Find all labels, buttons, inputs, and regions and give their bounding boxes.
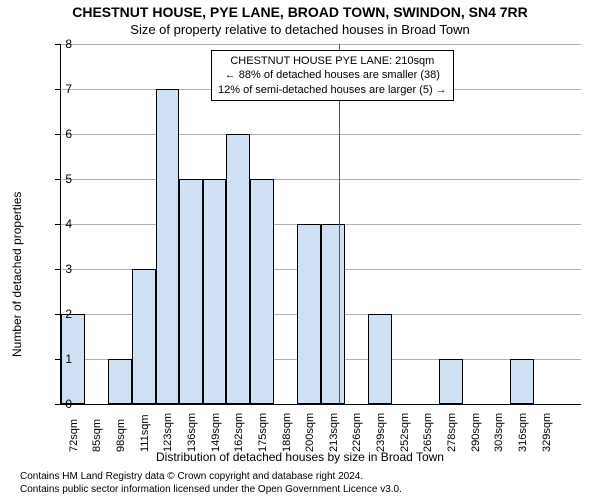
histogram-bar [203, 179, 227, 404]
annotation-line-3: 12% of semi-detached houses are larger (… [218, 83, 447, 97]
gridline [61, 44, 581, 45]
y-tick-label: 8 [65, 37, 72, 51]
chart-subtitle: Size of property relative to detached ho… [0, 22, 600, 37]
histogram-bar [321, 224, 345, 404]
x-tick-label: 200sqm [304, 413, 316, 452]
chart-footer: Contains HM Land Registry data © Crown c… [20, 471, 402, 496]
y-tick-label: 2 [65, 307, 72, 321]
y-tick [55, 224, 61, 225]
footer-line-1: Contains HM Land Registry data © Crown c… [20, 471, 402, 484]
y-tick [55, 134, 61, 135]
y-tick-label: 5 [65, 172, 72, 186]
y-tick [55, 89, 61, 90]
histogram-bar [179, 179, 203, 404]
y-tick-label: 4 [65, 217, 72, 231]
x-tick-label: 111sqm [139, 414, 151, 452]
histogram-bar [510, 359, 534, 404]
x-tick-label: 72sqm [68, 419, 80, 452]
y-tick-label: 6 [65, 127, 72, 141]
x-tick-label: 303sqm [493, 413, 505, 452]
y-tick-label: 1 [65, 352, 72, 366]
x-tick-label: 316sqm [517, 413, 529, 452]
histogram-bar [108, 359, 132, 404]
x-tick-label: 252sqm [399, 413, 411, 452]
annotation-line-1: CHESTNUT HOUSE PYE LANE: 210sqm [218, 54, 447, 68]
y-tick-label: 3 [65, 262, 72, 276]
x-axis-label: Distribution of detached houses by size … [0, 450, 600, 464]
x-tick-label: 149sqm [210, 413, 222, 452]
x-tick-label: 329sqm [541, 413, 553, 452]
x-tick-label: 213sqm [328, 413, 340, 452]
histogram-bar [132, 269, 156, 404]
x-tick-label: 85sqm [91, 419, 103, 452]
y-tick [55, 269, 61, 270]
x-tick-label: 290sqm [470, 413, 482, 452]
histogram-bar [156, 89, 180, 404]
plot-area: CHESTNUT HOUSE PYE LANE: 210sqm ← 88% of… [60, 44, 581, 405]
x-tick-label: 265sqm [422, 413, 434, 452]
x-tick-label: 188sqm [281, 413, 293, 452]
footer-line-2: Contains public sector information licen… [20, 484, 402, 497]
histogram-bar [439, 359, 463, 404]
annotation-box: CHESTNUT HOUSE PYE LANE: 210sqm ← 88% of… [211, 50, 454, 101]
y-tick-label: 7 [65, 82, 72, 96]
y-tick-label: 0 [65, 397, 72, 411]
gridline [61, 179, 581, 180]
x-tick-label: 239sqm [375, 413, 387, 452]
x-tick-label: 136sqm [186, 413, 198, 452]
y-axis-label: Number of detached properties [10, 191, 24, 356]
x-tick-label: 123sqm [162, 413, 174, 452]
histogram-bar [226, 134, 250, 404]
x-tick-label: 98sqm [115, 419, 127, 452]
x-tick-label: 226sqm [351, 413, 363, 452]
annotation-line-2: ← 88% of detached houses are smaller (38… [218, 68, 447, 82]
x-tick-label: 278sqm [446, 413, 458, 452]
x-tick-label: 175sqm [257, 413, 269, 452]
histogram-bar [368, 314, 392, 404]
x-tick-label: 162sqm [233, 413, 245, 452]
gridline [61, 134, 581, 135]
y-tick [55, 44, 61, 45]
histogram-bar [297, 224, 321, 404]
histogram-bar [250, 179, 274, 404]
property-size-chart: CHESTNUT HOUSE, PYE LANE, BROAD TOWN, SW… [0, 0, 600, 500]
y-tick [55, 404, 61, 405]
y-tick [55, 179, 61, 180]
chart-title: CHESTNUT HOUSE, PYE LANE, BROAD TOWN, SW… [0, 4, 600, 20]
